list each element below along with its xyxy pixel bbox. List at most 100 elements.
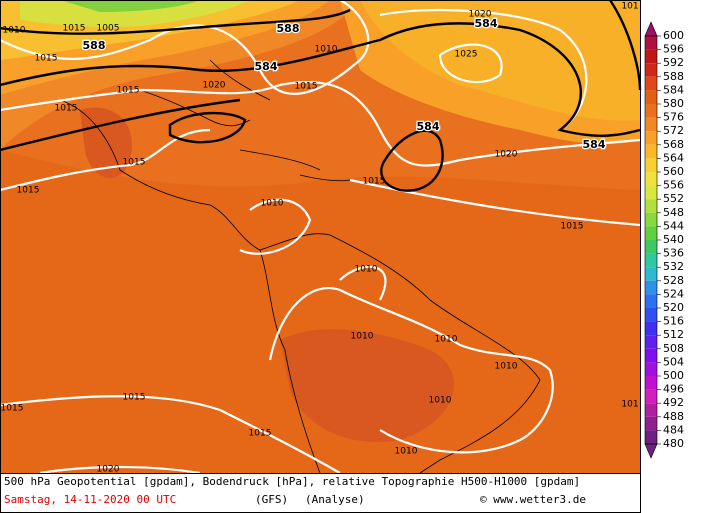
colorbar-swatch: [645, 144, 657, 159]
colorbar-swatch: [645, 104, 657, 118]
colorbar-swatch: [645, 199, 657, 213]
colorbar-swatch: [645, 158, 657, 172]
caption-line: 500 hPa Geopotential [gpdam], Bodendruck…: [4, 475, 580, 488]
colorbar-label: 592: [663, 56, 684, 69]
colorbar-label: 496: [663, 383, 684, 396]
colorbar-label: 488: [663, 410, 684, 423]
colorbar-swatch: [645, 280, 657, 295]
colorbar-swatch: [645, 90, 657, 104]
isobar-label: 1015: [295, 82, 318, 92]
colorbar-label: 556: [663, 179, 684, 192]
isobar-label: 1015: [1, 404, 24, 414]
colorbar-label: 600: [663, 29, 684, 42]
isobars: [0, 0, 641, 454]
colorbar-label: 508: [663, 342, 684, 355]
colorbar-label: 480: [663, 437, 684, 450]
colorbar-label: 572: [663, 124, 684, 137]
colorbar-label: 588: [663, 70, 684, 83]
isobar-label: 1010: [435, 335, 458, 345]
coastlines: [59, 59, 541, 474]
colorbar-label: 532: [663, 260, 684, 273]
colorbar-label: 512: [663, 328, 684, 341]
colorbar: 6005965925885845805765725685645605565525…: [644, 21, 684, 459]
isobar-label: 1020: [469, 10, 492, 20]
colorbar-swatch: [645, 335, 657, 349]
colorbar-label: 484: [663, 423, 684, 436]
isobar-label: 1020: [495, 150, 518, 160]
colorbar-swatch: [645, 416, 657, 431]
colorbar-swatch: [645, 131, 657, 145]
isobar-label: 1010: [315, 45, 338, 55]
isobar-label: 1015: [17, 186, 40, 196]
isobar-label: 1010: [395, 447, 418, 457]
colorbar-label: 500: [663, 369, 684, 382]
colorbar-swatch: [645, 389, 657, 404]
colorbar-label: 564: [663, 151, 684, 164]
colorbar-swatch: [645, 172, 657, 186]
colorbar-swatch: [645, 348, 657, 363]
colorbar-swatch: [645, 240, 657, 254]
isobar-label: 1015: [35, 54, 58, 64]
isobar-label: 1015: [363, 177, 386, 187]
colorbar-swatch: [645, 403, 657, 417]
field-556: [20, 0, 250, 28]
colorbar-label: 544: [663, 219, 684, 232]
colorbar-swatch: [645, 63, 657, 77]
colorbar-label: 580: [663, 97, 684, 110]
height-label: 584: [475, 17, 498, 30]
colorbar-label: 576: [663, 111, 684, 124]
map: [0, 0, 642, 475]
isobar-label: 1015: [123, 158, 146, 168]
colorbar-swatch: [645, 185, 657, 200]
field-580-mex: [80, 107, 132, 179]
height-label: 588: [277, 22, 300, 35]
height-label: 584: [255, 60, 278, 73]
isobar-label: 1005: [97, 24, 120, 34]
isobar-label: 1020: [203, 81, 226, 91]
field-580: [280, 329, 454, 442]
isobar-label: 1025: [455, 50, 478, 60]
colorbar-label: 492: [663, 396, 684, 409]
colorbar-label: 596: [663, 43, 684, 56]
colorbar-swatch: [645, 76, 657, 91]
colorbar-label: 540: [663, 233, 684, 246]
colorbar-label: 560: [663, 165, 684, 178]
caption-run: (Analyse): [305, 493, 365, 506]
isobar-label: 1015: [123, 393, 146, 403]
colorbar-label: 536: [663, 247, 684, 260]
colorbar-label: 528: [663, 274, 684, 287]
isobar-label: 101: [621, 400, 638, 410]
height-label: 584: [417, 120, 440, 133]
caption-date: Samstag, 14-11-2020 00 UTC: [4, 493, 176, 506]
field-544: [60, 0, 200, 12]
isobar-label: 1010: [261, 199, 284, 209]
colorbar-swatch: [645, 430, 657, 444]
colorbar-label: 524: [663, 287, 684, 300]
colorbar-swatch: [645, 294, 657, 308]
isobar-label: 1015: [63, 24, 86, 34]
colorbar-label: 520: [663, 301, 684, 314]
isobar-label: 101: [621, 2, 638, 12]
colorbar-label: 548: [663, 206, 684, 219]
colorbar-swatch: [645, 376, 657, 390]
colorbar-swatch: [645, 321, 657, 336]
isobar-label: 1010: [351, 332, 374, 342]
isobar-label: 1015: [249, 429, 272, 439]
height-label: 584: [583, 138, 606, 151]
colorbar-label: 504: [663, 355, 684, 368]
colorbar-frame: [644, 35, 658, 445]
labels: 1010 1015 1005 1015 1015 1015 1020 1015 1010 1020…: [1, 2, 639, 475]
colorbar-label: 584: [663, 83, 684, 96]
colorbar-swatch: [645, 36, 657, 50]
colorbar-swatch: [645, 362, 657, 376]
colorbar-swatch: [645, 212, 657, 227]
colorbar-label: 552: [663, 192, 684, 205]
colorbar-swatch: [645, 117, 657, 132]
height-label: 588: [83, 39, 106, 52]
colorbar-swatch: [645, 49, 657, 64]
colorbar-swatch: [645, 253, 657, 268]
colorbar-swatch: [645, 267, 657, 281]
field-576: [0, 150, 640, 473]
geopotential-lines: [0, 0, 642, 192]
